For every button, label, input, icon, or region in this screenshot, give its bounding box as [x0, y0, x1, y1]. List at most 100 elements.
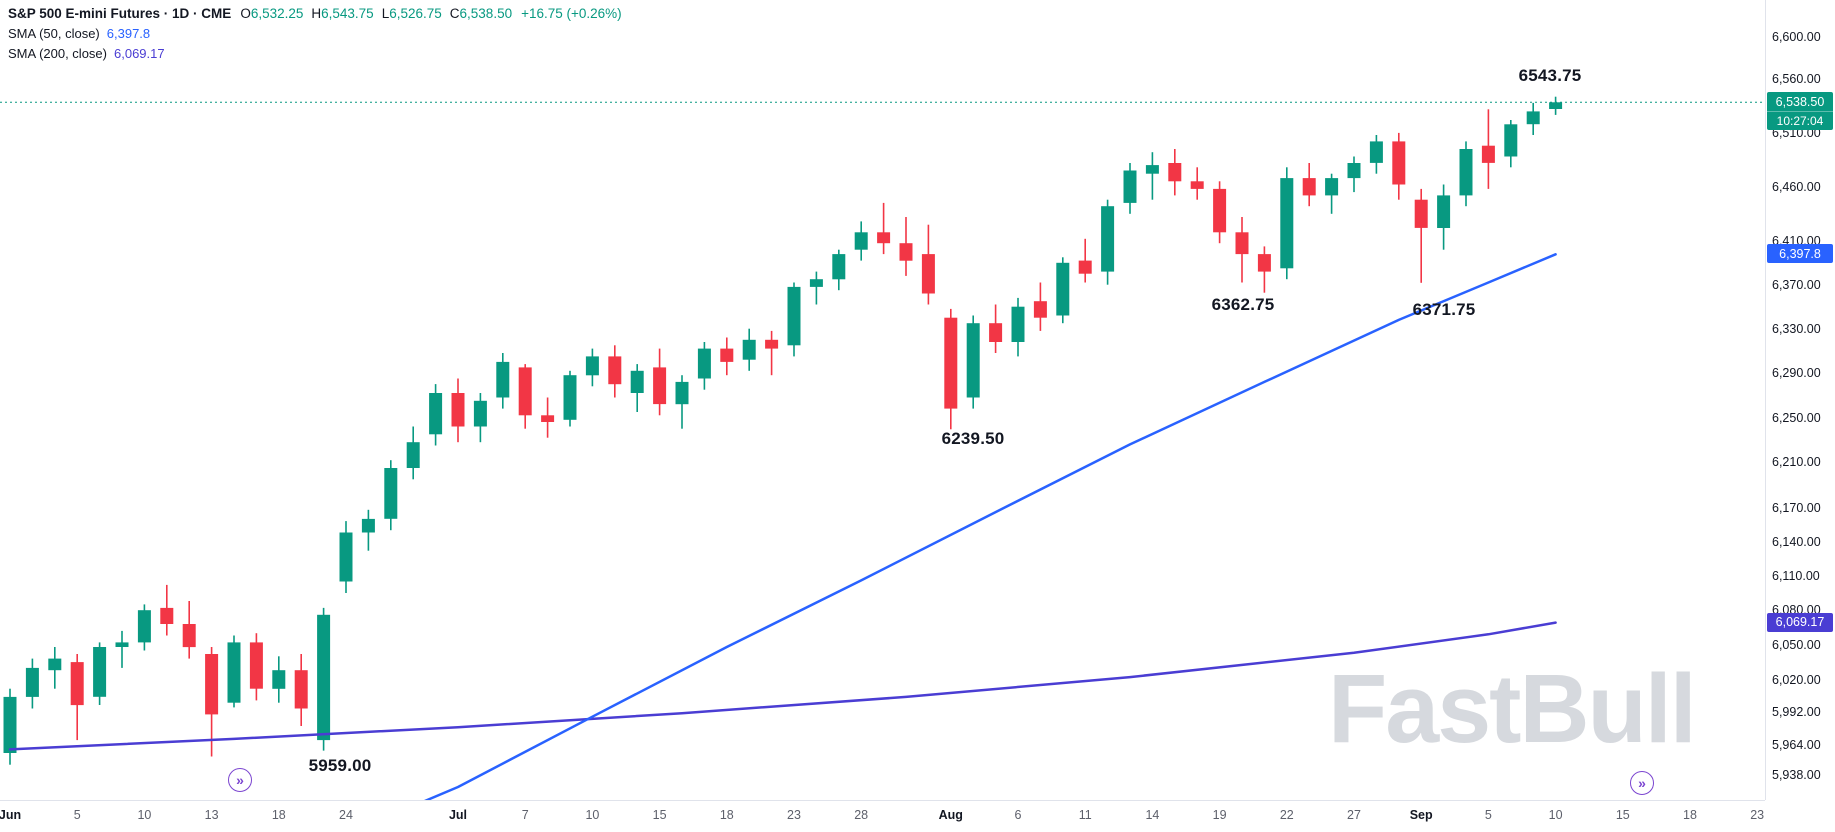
- price-axis-label: 6,140.00: [1772, 534, 1821, 549]
- candle: [1257, 246, 1271, 293]
- candle: [473, 393, 487, 443]
- candle: [899, 217, 913, 276]
- sma-50-line[interactable]: [324, 253, 1557, 800]
- candle: [406, 426, 420, 480]
- candle: [1369, 135, 1383, 174]
- candle: [1325, 173, 1339, 214]
- last-price-badge: 6,538.50 10:27:04: [1767, 92, 1833, 131]
- circular-arrow-icon[interactable]: »: [1630, 771, 1654, 795]
- candle: [720, 337, 734, 376]
- indicator-value: 6,069.17: [114, 46, 165, 61]
- price-annotation[interactable]: 5959.00: [308, 756, 372, 775]
- ohlc-high: H6,543.75: [311, 6, 374, 21]
- candle: [1302, 163, 1316, 207]
- price-annotation[interactable]: 6543.75: [1518, 66, 1582, 85]
- candle: [1213, 181, 1227, 244]
- time-axis-label: 18: [1683, 808, 1697, 822]
- price-axis-label: 6,370.00: [1772, 277, 1821, 292]
- price-annotation[interactable]: 6362.75: [1211, 295, 1275, 314]
- candle: [1414, 188, 1428, 283]
- candle: [205, 647, 219, 757]
- time-axis-label: 10: [137, 808, 152, 822]
- candle: [1101, 199, 1115, 285]
- candlestick-series: [3, 96, 1563, 765]
- time-axis-label: 28: [854, 808, 869, 822]
- ohlc-open: O6,532.25: [240, 6, 304, 21]
- candle: [429, 384, 443, 446]
- candle: [160, 584, 174, 636]
- price-axis-label: 6,050.00: [1772, 637, 1821, 652]
- candle: [1235, 217, 1249, 283]
- price-axis-label: 6,250.00: [1772, 410, 1821, 425]
- candle: [339, 521, 353, 593]
- candle: [137, 604, 151, 651]
- candle: [1123, 163, 1137, 214]
- candle: [1347, 156, 1361, 193]
- price-axis-label: 5,938.00: [1772, 768, 1821, 783]
- time-axis-label: 10: [585, 808, 600, 822]
- ohlc-low: L6,526.75: [381, 6, 442, 21]
- price-axis-label: 6,210.00: [1772, 455, 1821, 470]
- candle: [832, 249, 846, 291]
- candle: [227, 635, 241, 708]
- time-axis-label: 14: [1145, 808, 1160, 822]
- time-axis-label: 7: [521, 808, 529, 822]
- candle: [697, 342, 711, 390]
- time-axis-label: 23: [1750, 808, 1765, 822]
- price-chart-plot[interactable]: [0, 0, 1765, 800]
- candle: [585, 348, 599, 387]
- indicator-label: SMA (200, close): [8, 46, 107, 61]
- candle: [877, 202, 891, 255]
- candle: [1056, 257, 1070, 324]
- candle: [182, 601, 196, 659]
- price-annotation[interactable]: 6239.50: [941, 429, 1005, 448]
- chart-legend: S&P 500 E-mini Futures · 1D · CME O6,532…: [8, 6, 622, 61]
- symbol-legend-row[interactable]: S&P 500 E-mini Futures · 1D · CME O6,532…: [8, 6, 622, 21]
- candle: [272, 656, 286, 703]
- price-axis-label: 5,992.00: [1772, 705, 1821, 719]
- candle: [966, 315, 980, 409]
- candle: [451, 378, 465, 443]
- indicator-legend: SMA (50, close) 6,397.8 SMA (200, close) 6,…: [8, 26, 622, 61]
- indicator-value: 6,397.8: [106, 26, 151, 41]
- time-axis-label: 18: [719, 808, 734, 822]
- time-axis-label: 15: [652, 808, 667, 822]
- candle: [25, 658, 39, 709]
- circular-arrow-icon[interactable]: »: [228, 768, 252, 792]
- price-axis[interactable]: 6,600.00 6,560.00 6,510.00 6,460.00 6,410.00…: [1765, 0, 1835, 800]
- time-axis-label: 23: [787, 808, 801, 822]
- price-axis-label: 6,020.00: [1772, 672, 1821, 687]
- candle: [787, 282, 801, 357]
- price-annotation[interactable]: 6371.75: [1412, 300, 1476, 319]
- price-axis-label: 6,560.00: [1772, 72, 1821, 87]
- time-axis-label: 19: [1212, 808, 1227, 822]
- candle: [384, 460, 398, 531]
- candle: [1481, 109, 1495, 189]
- indicator-legend-item[interactable]: SMA (50, close) 6,397.8: [8, 26, 622, 41]
- candle: [1033, 282, 1047, 331]
- candle: [921, 224, 935, 305]
- candle: [630, 364, 644, 412]
- candle: [1145, 152, 1159, 200]
- price-axis-label: 6,600.00: [1772, 29, 1821, 44]
- candle: [1459, 141, 1473, 207]
- candle: [317, 607, 331, 751]
- time-axis-label: 18: [271, 808, 286, 822]
- time-axis-label: Jul: [448, 808, 468, 822]
- candle: [93, 642, 107, 705]
- sma200-badge: 6,069.17: [1767, 612, 1833, 632]
- candle: [563, 370, 577, 427]
- ohlc-values: O6,532.25 H6,543.75 L6,526.75 C6,538.50: [240, 6, 512, 21]
- candle: [1190, 167, 1204, 200]
- candle: [496, 353, 510, 409]
- candle: [518, 364, 532, 429]
- time-axis-label: 13: [204, 808, 219, 822]
- candle: [989, 304, 1003, 353]
- candle: [653, 348, 667, 416]
- sma-200-line[interactable]: [8, 621, 1557, 751]
- candle: [1392, 132, 1406, 200]
- candle: [48, 647, 62, 689]
- time-axis[interactable]: Jun 5 10 13 18 24 Jul 7 10 15 18 23 28 Aug 6 11 14 19 22 27…: [0, 800, 1765, 832]
- indicator-legend-item[interactable]: SMA (200, close) 6,069.17: [8, 46, 622, 61]
- time-axis-label: 5: [73, 808, 81, 822]
